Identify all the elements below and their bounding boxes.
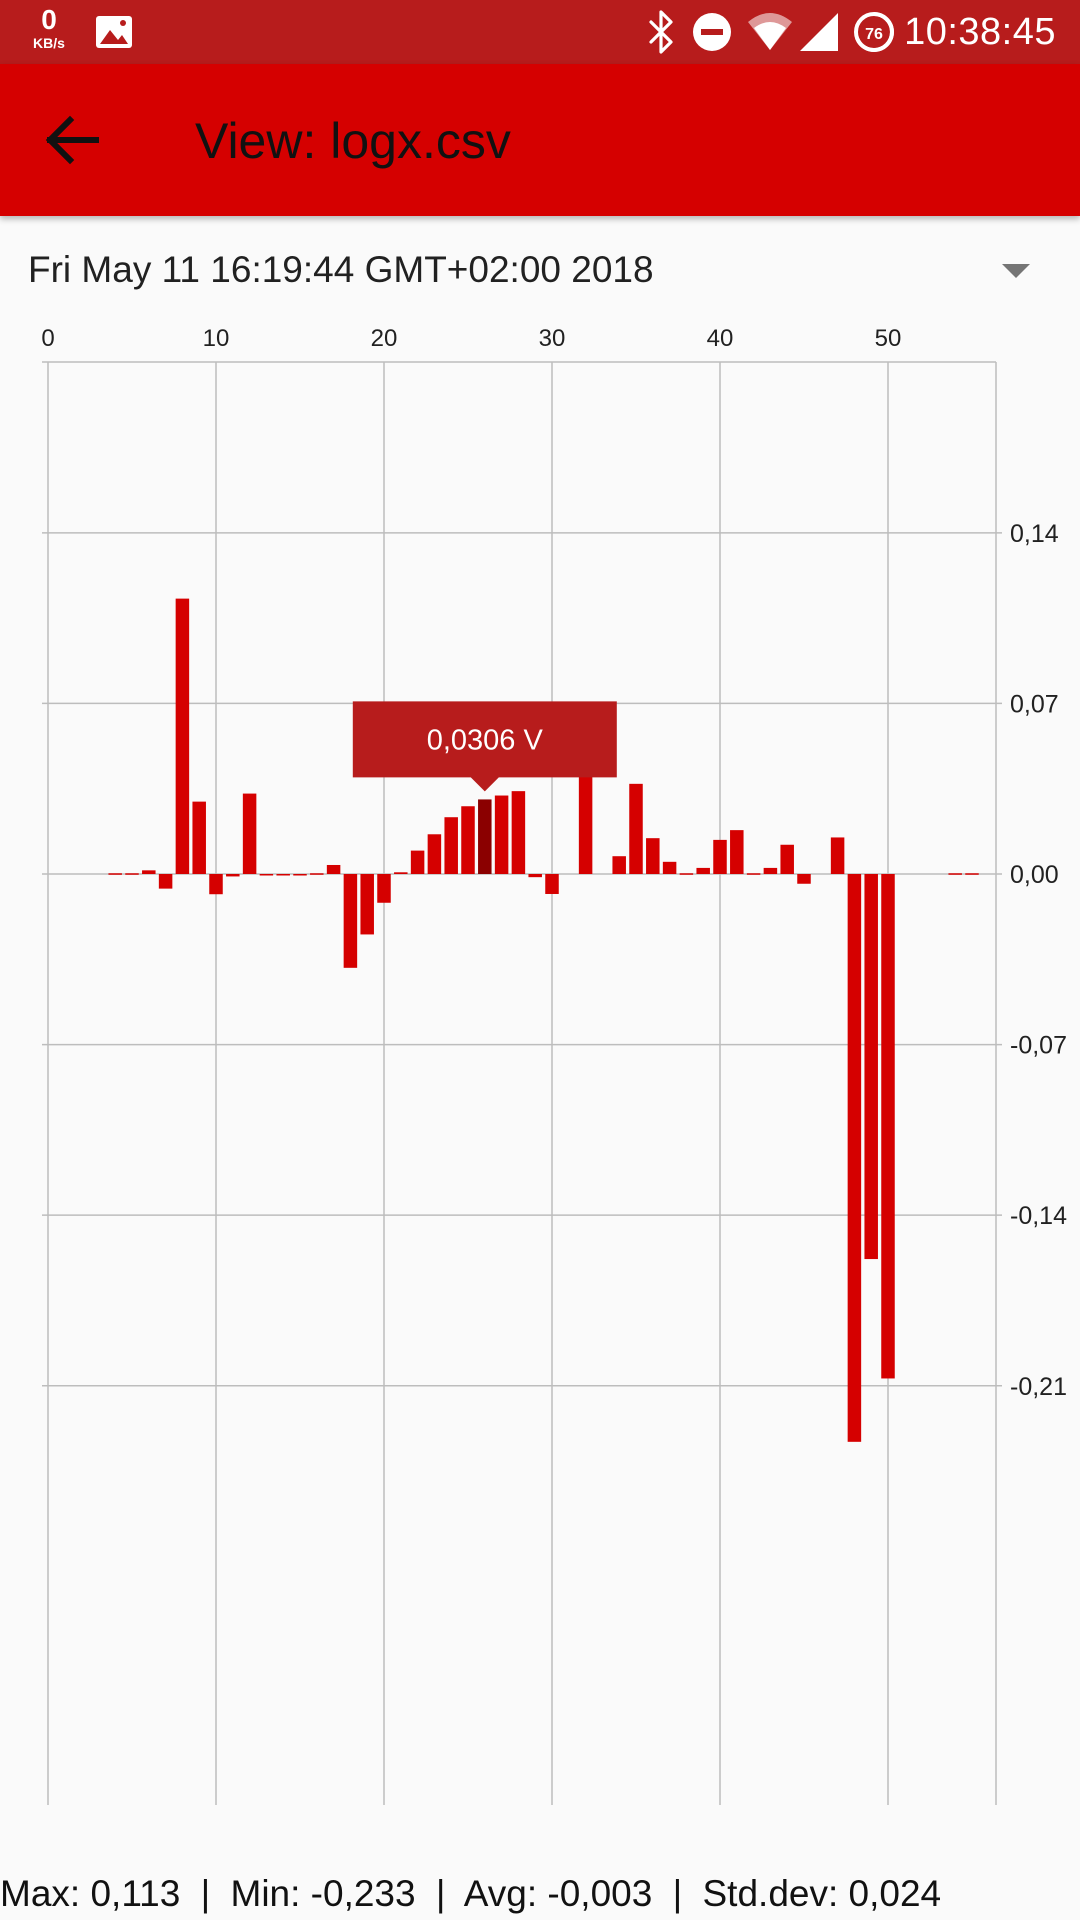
chart-bar xyxy=(679,873,694,875)
x-tick-label: 30 xyxy=(539,325,566,352)
date-dropdown-value: Fri May 11 16:19:44 GMT+02:00 2018 xyxy=(28,249,654,290)
battery-icon: 76 xyxy=(854,12,894,52)
chart-bar xyxy=(478,799,492,874)
stat-min: Min: -0,233 xyxy=(230,1873,416,1914)
arrow-back-icon xyxy=(45,115,99,165)
y-tick-label: -0,07 xyxy=(1010,1032,1067,1060)
chart-bar xyxy=(175,598,190,874)
tooltip-box xyxy=(352,701,617,792)
chart-bar xyxy=(965,873,979,875)
chart-bar xyxy=(209,874,223,895)
network-speed-indicator: 0 KB/s xyxy=(24,4,74,51)
y-tick-label: 0,14 xyxy=(1010,520,1059,548)
status-icons: 76 xyxy=(96,10,894,54)
status-clock: 10:38:45 xyxy=(904,11,1056,53)
chart-bar xyxy=(192,801,206,874)
app-bar: View: logx.csv xyxy=(0,64,1080,216)
chart-bar xyxy=(276,874,290,876)
x-tick-label: 0 xyxy=(41,325,54,352)
y-tick-label: -0,14 xyxy=(1010,1202,1067,1230)
x-tick-label: 50 xyxy=(875,325,902,352)
chart-bar xyxy=(494,795,509,874)
chart-bar xyxy=(629,783,643,874)
chart-bar xyxy=(326,864,341,874)
chart-tooltip: 0,0306 V xyxy=(352,701,617,792)
chart-bar xyxy=(528,874,542,878)
battery-level-text: 76 xyxy=(865,26,883,43)
chart-bar xyxy=(242,793,257,874)
date-dropdown[interactable]: Fri May 11 16:19:44 GMT+02:00 2018 xyxy=(0,236,1080,306)
chart-tick-labels: 0 10 20 30 40 50 0,14 0,07 0,00 -0,07 -0,14 -0,21 xyxy=(41,325,1067,1401)
chart-bar xyxy=(864,874,878,1260)
status-bar: 0 KB/s 76 10 xyxy=(0,0,1080,64)
dropdown-arrow-icon xyxy=(1002,264,1030,278)
do-not-disturb-icon xyxy=(693,13,731,51)
chart-bar xyxy=(881,874,895,1379)
chart-bar xyxy=(780,844,794,874)
stat-separator: | xyxy=(435,1873,446,1914)
chart-bar xyxy=(713,839,727,874)
stats-summary: Max: 0,113 | Min: -0,233 | Avg: -0,003 |… xyxy=(0,1872,941,1916)
chart-bar xyxy=(444,817,458,874)
chart-bar xyxy=(125,873,139,875)
gallery-icon xyxy=(96,16,132,48)
stat-separator: | xyxy=(672,1873,683,1914)
chart-bar xyxy=(797,874,811,884)
chart-bar xyxy=(662,861,677,874)
wifi-icon xyxy=(748,13,792,50)
chart-bar xyxy=(612,856,626,874)
chart-bar xyxy=(259,874,274,876)
chart-bar xyxy=(461,806,475,874)
stat-std: Std.dev: 0,024 xyxy=(702,1873,942,1914)
chart-bar xyxy=(293,874,307,876)
chart-bar xyxy=(158,874,173,889)
chart-bars xyxy=(108,598,979,1442)
y-tick-label: -0,21 xyxy=(1010,1373,1067,1401)
y-tick-label: 0,00 xyxy=(1010,861,1059,889)
stat-avg: Avg: -0,003 xyxy=(463,1873,653,1914)
chart-bar xyxy=(948,873,962,875)
cell-signal-icon xyxy=(800,13,838,51)
chart-bar xyxy=(343,874,358,968)
chart-bar xyxy=(696,867,710,874)
network-speed-value: 0 xyxy=(41,4,57,35)
bar-chart[interactable]: 0 10 20 30 40 50 0,14 0,07 0,00 -0,07 -0,14 -0,21 0… xyxy=(0,310,1080,1810)
y-tick-label: 0,07 xyxy=(1010,690,1059,718)
chart-bar xyxy=(427,834,442,874)
x-tick-label: 20 xyxy=(371,325,398,352)
chart-bar xyxy=(142,870,156,874)
back-button[interactable] xyxy=(36,104,108,176)
chart-bar xyxy=(511,791,526,874)
chart-bar xyxy=(226,874,240,877)
chart-bar xyxy=(646,838,660,874)
chart-bar xyxy=(830,837,845,874)
chart-bar xyxy=(394,872,408,874)
chart-bar xyxy=(108,873,122,875)
chart-bar xyxy=(545,874,559,894)
chart-bar xyxy=(410,850,425,874)
x-tick-label: 10 xyxy=(203,325,230,352)
page-title: View: logx.csv xyxy=(195,113,511,169)
stat-max: Max: 0,113 xyxy=(0,1873,181,1914)
chart-bar xyxy=(746,873,761,875)
tooltip-label: 0,0306 V xyxy=(427,724,544,756)
network-speed-unit: KB/s xyxy=(33,35,65,51)
chart-bar xyxy=(578,776,593,874)
chart-bar xyxy=(310,873,324,875)
chart-bar xyxy=(847,874,862,1442)
chart-bar xyxy=(360,874,374,935)
stat-separator: | xyxy=(200,1873,211,1914)
bluetooth-icon xyxy=(649,10,673,54)
chart-bar xyxy=(763,867,778,874)
chart-bar xyxy=(730,830,744,874)
x-tick-label: 40 xyxy=(707,325,734,352)
chart-bar xyxy=(377,874,391,903)
